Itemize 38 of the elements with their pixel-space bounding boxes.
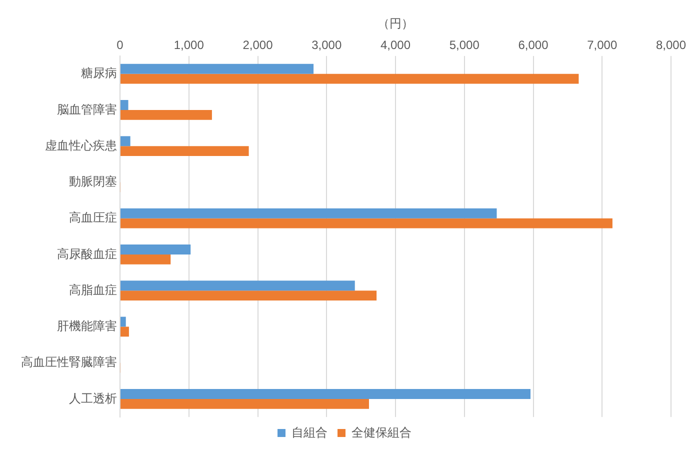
bar (120, 74, 579, 84)
y-tick-label: 人工透析 (69, 391, 117, 406)
legend-label: 自組合 (292, 425, 328, 440)
bar (120, 100, 128, 110)
y-tick-label: 高尿酸血症 (57, 246, 117, 261)
x-tick-label: 5,000 (449, 38, 480, 52)
bar (120, 136, 130, 146)
y-tick-label: 高血圧症 (69, 210, 117, 225)
x-tick-label: 3,000 (312, 38, 342, 52)
bar (120, 208, 497, 218)
x-tick-label: 2,000 (242, 38, 274, 52)
y-tick-label: 高脂血症 (69, 282, 117, 297)
bar (120, 64, 314, 74)
bar (120, 316, 126, 327)
bar (120, 146, 249, 156)
bar (120, 110, 212, 120)
x-axis-title: （円） (378, 16, 414, 31)
y-tick-label: 脳血管障害 (57, 102, 117, 116)
y-tick-label: 肝機能障害 (57, 319, 117, 334)
x-tick-label: 6,000 (518, 38, 549, 52)
x-tick-label: 4,000 (380, 38, 411, 52)
y-tick-label: 糖尿病 (81, 66, 117, 80)
x-tick-label: 0 (116, 38, 124, 52)
y-tick-label: 虚血性心疾患 (45, 138, 117, 152)
bar (120, 280, 355, 291)
y-tick-label: 動脈閉塞 (69, 174, 117, 189)
x-tick-label: 8,000 (656, 38, 686, 52)
x-tick-label: 7,000 (587, 38, 618, 52)
bar (120, 244, 191, 254)
y-tick-label: 高血圧性腎臓障害 (21, 355, 117, 370)
bar (120, 398, 369, 409)
bar (120, 254, 171, 264)
x-tick-label: 1,000 (174, 38, 204, 52)
bar (120, 389, 530, 399)
bar (120, 326, 129, 337)
legend-label: 全健保組合 (352, 425, 412, 440)
bar (120, 290, 377, 301)
bar (120, 218, 612, 228)
